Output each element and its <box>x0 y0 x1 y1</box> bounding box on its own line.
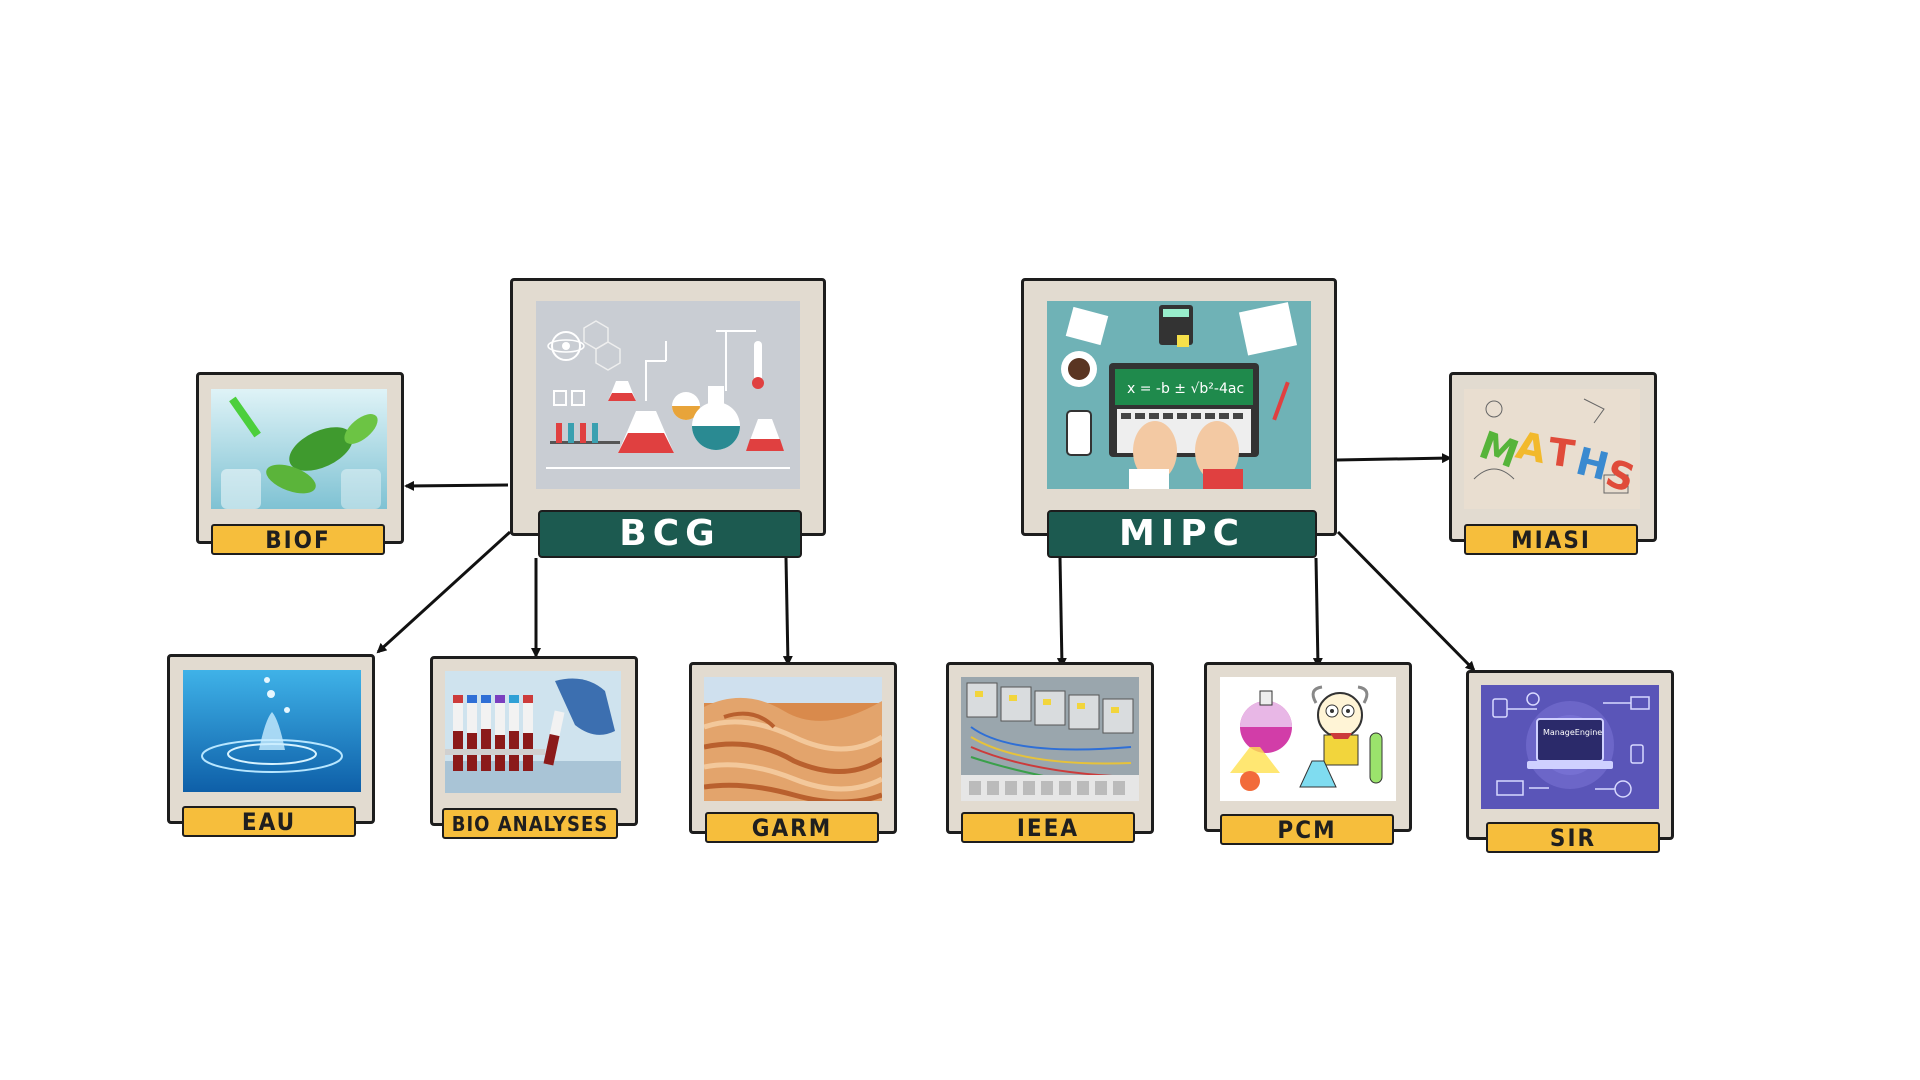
water-splash-image <box>183 670 361 792</box>
ieea-card[interactable] <box>946 662 1154 834</box>
arrow-bcg-eau <box>376 530 512 654</box>
network-laptop-image: ManageEngine <box>1481 685 1659 809</box>
biof-card[interactable] <box>196 372 404 544</box>
biof-label-text: BIOF <box>265 526 331 554</box>
miasi-label-text: MIASI <box>1511 526 1591 554</box>
blood-tubes-image <box>445 671 621 793</box>
garm-label-text: GARM <box>751 814 833 842</box>
eau-card[interactable] <box>167 654 375 824</box>
garm-card[interactable] <box>689 662 897 834</box>
garm-label[interactable]: GARM <box>705 812 879 843</box>
math-laptop-image: x = -b ± √b²-4ac <box>1047 301 1311 489</box>
svg-text:T: T <box>1545 429 1577 476</box>
mipc-label-text: MIPC <box>1118 513 1246 554</box>
miasi-card[interactable]: M A T H S <box>1449 372 1657 542</box>
cartoon-scientist-image <box>1220 677 1396 801</box>
sir-label-text: SIR <box>1549 824 1597 852</box>
pcm-label[interactable]: PCM <box>1220 814 1394 845</box>
bio-analyses-label[interactable]: BIO ANALYSES <box>442 808 618 839</box>
eau-label-text: EAU <box>241 808 297 836</box>
ieea-label-text: IEEA <box>1016 814 1080 842</box>
mipc-label[interactable]: MIPC <box>1047 510 1317 558</box>
bcg-card[interactable] <box>510 278 826 536</box>
ieea-label[interactable]: IEEA <box>961 812 1135 843</box>
miasi-label[interactable]: MIASI <box>1464 524 1638 555</box>
electrical-contactors-image <box>961 677 1139 801</box>
sir-card[interactable]: ManageEngine <box>1466 670 1674 840</box>
svg-text:ManageEngine: ManageEngine <box>1543 728 1602 737</box>
eau-label[interactable]: EAU <box>182 806 356 837</box>
mipc-card[interactable]: x = -b ± √b²-4ac <box>1021 278 1337 536</box>
pcm-label-text: PCM <box>1277 816 1337 844</box>
plant-leaf-image <box>211 389 387 509</box>
arrow-mipc-miasi <box>1336 453 1452 464</box>
arrow-bcg-biof <box>404 480 509 491</box>
arrow-mipc-pcm <box>1312 557 1323 668</box>
biof-label[interactable]: BIOF <box>211 524 385 555</box>
arrow-bcg-garm <box>782 557 793 666</box>
canyon-image <box>704 677 882 801</box>
sir-label[interactable]: SIR <box>1486 822 1660 853</box>
bcg-label-text: BCG <box>619 513 721 554</box>
arrow-mipc-ieea <box>1056 557 1067 668</box>
bcg-label[interactable]: BCG <box>538 510 802 558</box>
maths-letters-image: M A T H S <box>1464 389 1640 509</box>
pcm-card[interactable] <box>1204 662 1412 832</box>
chemistry-lab-image <box>536 301 800 489</box>
arrow-mipc-sir <box>1336 530 1476 672</box>
bio-analyses-card[interactable] <box>430 656 638 826</box>
svg-text:x = -b ± √b²-4ac: x = -b ± √b²-4ac <box>1127 381 1244 397</box>
bio-analyses-label-text: BIO ANALYSES <box>451 812 609 836</box>
